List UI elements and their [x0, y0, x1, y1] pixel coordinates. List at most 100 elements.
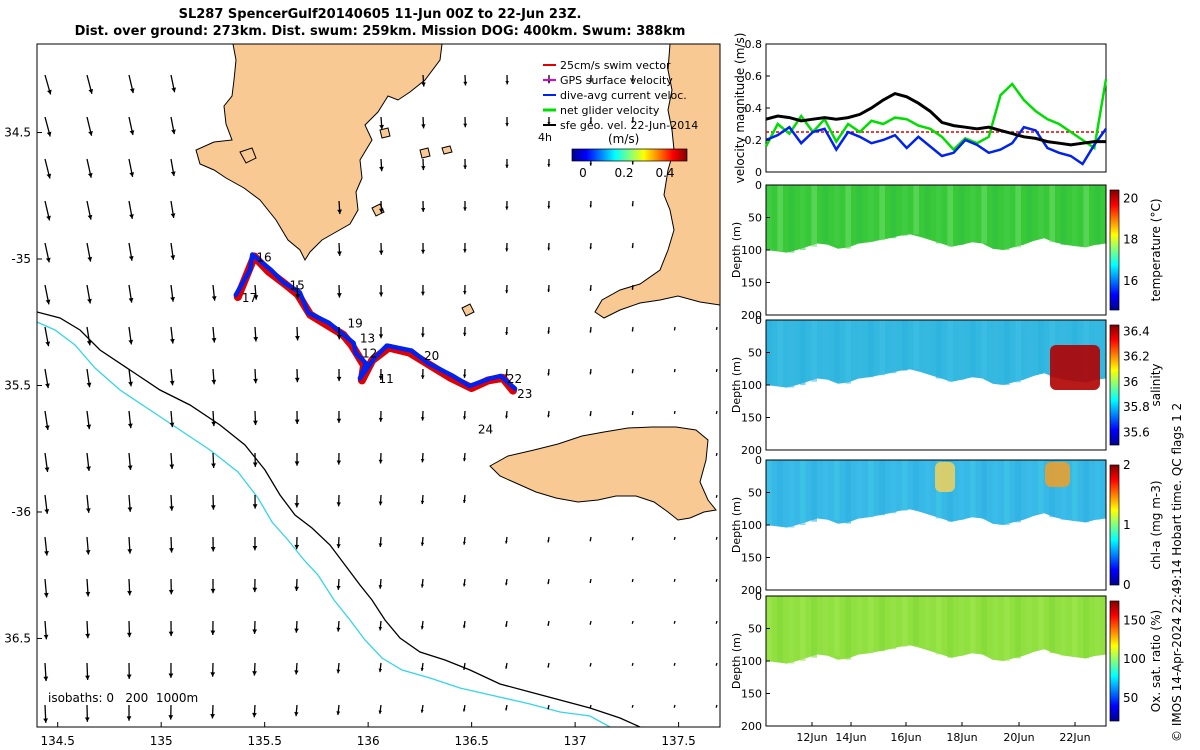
section-stripe [834, 596, 840, 656]
current-arrowhead [169, 548, 174, 553]
current-arrowhead [589, 205, 592, 208]
velocity-y-ticks: 0 0.2 0.4 0.6 0.8 [745, 38, 770, 179]
current-arrowhead [716, 496, 718, 498]
section-stripe [981, 185, 987, 244]
current-arrowhead [420, 626, 424, 630]
section-stripe [890, 460, 897, 514]
section-stripe [822, 320, 829, 379]
current-arrowhead [631, 204, 634, 207]
current-arrowhead [673, 664, 676, 666]
velocity-ytick-label: 0.6 [745, 70, 763, 83]
section-stripe [845, 320, 851, 384]
section-anomaly [935, 462, 955, 492]
section-stripe [1083, 185, 1089, 248]
section-stripe [924, 596, 931, 648]
section-stripe [1015, 185, 1021, 248]
section-cbtick-label: 35.6 [1123, 425, 1150, 439]
current-arrowhead [547, 540, 550, 543]
section-stripe [788, 320, 795, 388]
section-ytick-label: 100 [741, 244, 762, 257]
date-tick-label: 20Jun [1003, 731, 1034, 744]
current-arrowhead [421, 249, 426, 254]
current-arrowhead [547, 122, 551, 126]
current-arrowhead [715, 538, 718, 540]
current-arrowhead [631, 706, 634, 708]
current-arrowhead [547, 665, 550, 668]
current-arrowhead [505, 248, 509, 252]
legend-label-5: sfe geo. vel. 22-Jun-2014 [560, 119, 698, 132]
section-cbtick-label: 2 [1123, 458, 1131, 472]
current-arrowhead [673, 329, 676, 331]
velocity-ylabel: velocity magnitude (m/s) [733, 33, 747, 184]
section-anomaly [1050, 345, 1100, 390]
current-arrowhead [168, 673, 174, 678]
section-ytick-label: 200 [741, 720, 762, 733]
current-arrowhead [462, 583, 466, 587]
date-tick-label: 16Jun [890, 731, 921, 744]
section-stripe [811, 185, 817, 247]
section-stripe [924, 320, 931, 372]
current-arrowhead [378, 376, 384, 381]
current-arrowhead [46, 131, 52, 137]
section-stripe [1060, 185, 1067, 245]
current-arrowhead [547, 623, 550, 626]
current-arrowhead [673, 580, 676, 582]
current-arrowhead [294, 586, 299, 591]
section-stripe [1026, 596, 1033, 652]
current-arrowhead [589, 414, 592, 417]
current-arrowhead [171, 129, 176, 135]
current-arrowhead [589, 121, 593, 124]
current-arrowhead [716, 454, 718, 456]
velocity-ytick-label: 0.8 [745, 38, 763, 51]
current-arrowhead [505, 332, 509, 335]
current-arrowhead [420, 458, 425, 463]
current-arrowhead [129, 88, 135, 94]
current-arrowhead [378, 459, 383, 464]
current-arrowhead [589, 706, 592, 709]
section-stripe [1004, 320, 1010, 385]
current-arrowhead [127, 549, 133, 554]
current-arrowhead [463, 165, 468, 170]
current-arrowhead [294, 628, 299, 633]
current-arrowhead [85, 633, 91, 639]
colorbar-unit-label: (m/s) [608, 132, 639, 146]
current-arrowhead [378, 417, 383, 422]
current-arrowhead [211, 421, 217, 427]
current-arrowhead [631, 413, 634, 415]
speed-colorbar: 4h (m/s) 0 0.2 0.4 [538, 131, 688, 180]
velocity-series-line [764, 78, 1108, 152]
map-xtick-label: 135.5 [247, 734, 281, 748]
current-arrowhead [716, 370, 718, 372]
section-ytick-label: 50 [748, 623, 762, 636]
section-ytick-label: 100 [741, 519, 762, 532]
date-tick-label: 18Jun [946, 731, 977, 744]
section-stripe [924, 185, 931, 237]
current-arrowhead [87, 256, 93, 262]
section-stripe [981, 460, 987, 519]
current-arrowhead [505, 290, 509, 294]
section-stripe [1060, 460, 1067, 520]
current-arrowhead [715, 706, 717, 708]
section-stripe [1049, 596, 1055, 654]
section-stripe [868, 596, 874, 654]
current-arrowhead [589, 539, 592, 542]
section-stripe [879, 596, 885, 652]
current-arrowhead [126, 716, 132, 721]
current-arrowhead [252, 629, 258, 634]
section-stripe [1060, 596, 1067, 656]
track-day-label: 22 [507, 372, 522, 386]
section-stripe [1072, 460, 1078, 522]
current-arrowhead [45, 299, 51, 305]
current-arrowhead [294, 712, 299, 717]
current-arrowhead [336, 460, 342, 465]
current-arrowhead [631, 580, 634, 582]
section-stripe [947, 320, 953, 382]
current-arrowhead [336, 334, 342, 340]
current-arrowhead [128, 381, 133, 387]
current-arrowhead [379, 166, 384, 172]
velocity-series-line [765, 91, 1106, 147]
current-arrowhead [589, 288, 592, 291]
current-arrowhead [378, 292, 384, 297]
